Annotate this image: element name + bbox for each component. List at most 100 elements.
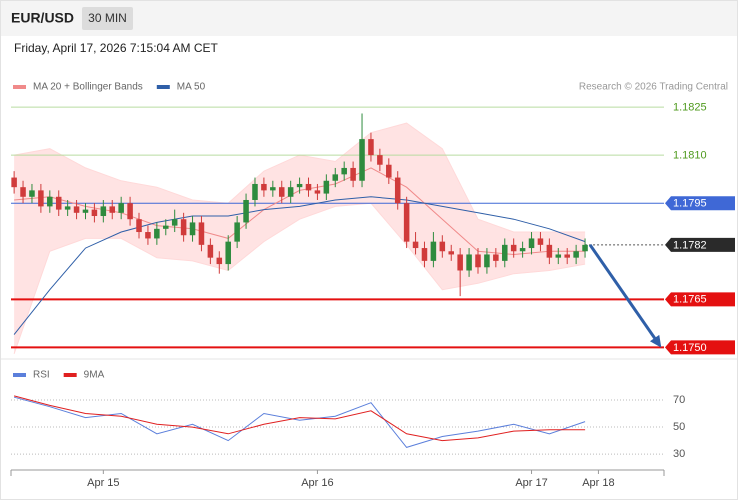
candle-body (368, 139, 374, 156)
candle-body (332, 174, 339, 181)
candle-body (109, 206, 116, 213)
level-box (665, 340, 735, 355)
candle-body (537, 238, 544, 245)
candle-body (421, 248, 428, 261)
legend-label: 9MA (84, 370, 105, 381)
legend-swatch (156, 85, 170, 89)
candle-body (145, 232, 151, 239)
candle-body (216, 257, 223, 265)
candle-body (278, 187, 285, 197)
candle-body (20, 187, 26, 197)
candle-body (582, 244, 588, 252)
interval[interactable]: 30 MIN (88, 11, 127, 25)
candle-body (154, 228, 160, 239)
candle-body (180, 219, 187, 236)
candle-body (296, 183, 303, 188)
x-tick-label: Apr 18 (582, 477, 614, 489)
candle-body (555, 254, 562, 258)
candle-body (64, 206, 71, 210)
candle-body (466, 254, 472, 271)
candle-body (189, 222, 196, 236)
level-label: 1.1810 (673, 150, 707, 162)
candle-body (243, 199, 249, 223)
candle-body (91, 209, 98, 217)
candle-body (270, 187, 276, 191)
candle-body (136, 219, 142, 233)
candle-body (546, 244, 553, 258)
candle-body (82, 209, 89, 213)
x-tick-label: Apr 15 (87, 477, 119, 489)
candle-body (475, 254, 481, 268)
bollinger-fill (14, 123, 586, 354)
symbol: EUR/USD (11, 10, 74, 26)
candle-body (439, 241, 446, 252)
moving-average (13, 196, 586, 335)
level-box (665, 292, 735, 307)
forecast-arrow (588, 243, 661, 346)
candle-body (412, 241, 419, 249)
candle-body (29, 190, 35, 197)
candle-body (341, 167, 347, 175)
level-label: 1.1765 (673, 294, 707, 306)
y-tick-label: 30 (673, 448, 685, 460)
candle-body (11, 177, 17, 188)
bollinger-lower (13, 202, 586, 354)
level-label: 1.1795 (673, 198, 707, 210)
candle-body (386, 164, 392, 178)
indicator-line (13, 395, 586, 442)
x-tick-label: Apr 16 (301, 477, 333, 489)
candle-body (519, 248, 526, 252)
candle-body (73, 206, 80, 213)
y-tick-label: 50 (673, 421, 685, 433)
candle-body (564, 254, 570, 258)
candle-body (163, 225, 169, 229)
legend-swatch (63, 373, 77, 377)
candle-body (305, 183, 312, 191)
candle-body (55, 196, 62, 210)
candle-body (484, 254, 490, 268)
candle-body (314, 190, 321, 194)
candle-body (350, 167, 356, 181)
level-label: 1.1825 (673, 101, 707, 113)
candle-body (234, 222, 240, 242)
candle-body (198, 222, 205, 245)
legend-swatch (13, 373, 26, 377)
candle-body (323, 180, 330, 194)
candle-body (501, 244, 508, 261)
candle-body (171, 219, 178, 226)
credit: Research © 2026 Trading Central (579, 82, 728, 93)
legend-label: MA 50 (177, 82, 206, 93)
legend-label: RSI (33, 370, 50, 381)
legend-swatch (13, 85, 26, 89)
candle-body (403, 203, 410, 242)
candle-body (287, 187, 294, 197)
candle-body (359, 139, 365, 181)
candle-body (493, 254, 499, 261)
candle-body (448, 251, 455, 255)
candle-body (528, 238, 535, 249)
level-box (665, 196, 735, 211)
candle-body (118, 203, 124, 213)
level-label: 1.1782 (673, 239, 707, 251)
timestamp: Friday, April 17, 2026 7:15:04 AM CET (14, 41, 219, 55)
candle-body (457, 254, 463, 271)
candle-body (47, 196, 53, 207)
y-tick-label: 70 (673, 394, 685, 406)
candle-body (261, 183, 267, 191)
candle-body (573, 251, 579, 258)
x-tick-label: Apr 17 (515, 477, 547, 489)
candle-body (394, 177, 401, 204)
interval-badge[interactable] (82, 7, 133, 30)
candle-body (377, 155, 383, 165)
candle-body (430, 241, 437, 261)
legend-label: MA 20 + Bollinger Bands (33, 82, 143, 93)
candle-body (38, 190, 44, 207)
candle-body (127, 203, 133, 220)
level-box (665, 237, 735, 252)
candle-body (510, 244, 517, 252)
candle-body (225, 241, 231, 265)
forecast-arrowhead (649, 334, 662, 348)
